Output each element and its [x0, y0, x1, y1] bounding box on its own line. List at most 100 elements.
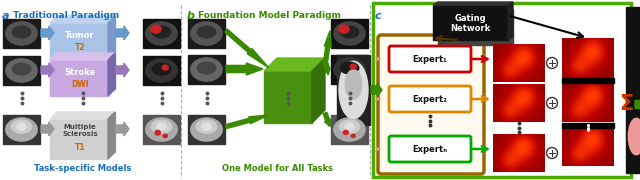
Bar [438, 10, 513, 45]
Ellipse shape [12, 120, 31, 133]
Polygon shape [41, 122, 54, 136]
Ellipse shape [12, 26, 31, 38]
Text: a: a [2, 11, 10, 21]
Bar [433, 5, 508, 40]
Polygon shape [433, 2, 513, 5]
Polygon shape [508, 2, 513, 40]
Ellipse shape [339, 25, 349, 33]
Bar [3, 115, 40, 144]
Text: Tumor: Tumor [65, 31, 95, 40]
Text: Stroke: Stroke [65, 68, 95, 77]
Ellipse shape [163, 134, 167, 137]
Text: Expert₂: Expert₂ [413, 94, 447, 103]
Ellipse shape [151, 25, 161, 33]
Polygon shape [50, 119, 108, 159]
Ellipse shape [152, 63, 171, 75]
FancyBboxPatch shape [378, 35, 484, 174]
Ellipse shape [202, 123, 211, 130]
Bar [188, 115, 225, 144]
Ellipse shape [628, 118, 640, 155]
Bar [331, 19, 368, 48]
Ellipse shape [157, 123, 166, 130]
Ellipse shape [339, 61, 368, 119]
Polygon shape [41, 63, 54, 77]
Text: Traditional Paradigm: Traditional Paradigm [13, 11, 119, 20]
Bar [331, 115, 368, 144]
Ellipse shape [345, 70, 362, 99]
Ellipse shape [6, 118, 37, 141]
Ellipse shape [163, 134, 167, 137]
Bar [337, 55, 370, 125]
Ellipse shape [146, 118, 177, 141]
Ellipse shape [146, 22, 177, 45]
Polygon shape [57, 53, 115, 89]
Text: Expertₙ: Expertₙ [413, 145, 447, 154]
Bar [331, 55, 368, 84]
Polygon shape [116, 122, 129, 136]
Polygon shape [635, 98, 640, 111]
Polygon shape [226, 63, 263, 75]
Bar [143, 115, 180, 144]
Polygon shape [323, 31, 332, 66]
Ellipse shape [350, 64, 356, 69]
Ellipse shape [345, 123, 354, 130]
Bar [373, 3, 631, 177]
Bar [188, 19, 225, 48]
Ellipse shape [156, 130, 160, 134]
Bar [143, 19, 180, 48]
Text: b: b [187, 11, 195, 21]
Ellipse shape [340, 26, 359, 38]
Ellipse shape [151, 120, 172, 133]
Ellipse shape [334, 118, 365, 141]
Polygon shape [108, 16, 115, 59]
Polygon shape [371, 83, 382, 97]
Ellipse shape [339, 120, 360, 133]
FancyBboxPatch shape [389, 46, 471, 72]
Bar [562, 78, 614, 83]
Ellipse shape [197, 26, 216, 38]
Text: Multiple
Sclerosis: Multiple Sclerosis [62, 125, 98, 138]
Polygon shape [116, 63, 129, 77]
Text: T2: T2 [75, 43, 85, 52]
Bar [3, 19, 40, 48]
Ellipse shape [162, 65, 168, 70]
Polygon shape [50, 23, 108, 59]
Polygon shape [50, 112, 115, 119]
Ellipse shape [343, 130, 348, 134]
Ellipse shape [156, 131, 160, 135]
Text: DWI: DWI [71, 80, 89, 89]
Text: Task-specific Models: Task-specific Models [35, 164, 132, 173]
Ellipse shape [17, 123, 26, 130]
Bar [3, 56, 40, 85]
Ellipse shape [351, 134, 355, 137]
Text: T1: T1 [75, 143, 85, 152]
Bar [143, 56, 180, 85]
Polygon shape [50, 60, 108, 96]
Ellipse shape [152, 26, 171, 38]
Polygon shape [41, 26, 54, 40]
FancyBboxPatch shape [389, 86, 471, 112]
Polygon shape [50, 53, 115, 60]
Ellipse shape [12, 63, 31, 75]
Polygon shape [264, 71, 312, 123]
Polygon shape [50, 16, 115, 23]
Ellipse shape [197, 62, 216, 74]
Ellipse shape [146, 59, 177, 82]
Polygon shape [57, 16, 115, 52]
Text: Foundation Model Paradigm: Foundation Model Paradigm [198, 11, 341, 20]
Polygon shape [325, 63, 330, 75]
Ellipse shape [196, 120, 217, 133]
Polygon shape [225, 115, 269, 129]
Ellipse shape [340, 62, 359, 74]
Polygon shape [116, 26, 129, 40]
Bar [562, 123, 614, 128]
Text: Σ: Σ [619, 94, 633, 114]
Ellipse shape [6, 22, 37, 45]
Text: One Model for All Tasks: One Model for All Tasks [221, 164, 333, 173]
Ellipse shape [334, 58, 365, 81]
Ellipse shape [6, 59, 37, 82]
Polygon shape [108, 112, 115, 159]
Ellipse shape [191, 118, 222, 141]
FancyBboxPatch shape [389, 136, 471, 162]
Ellipse shape [334, 22, 365, 45]
